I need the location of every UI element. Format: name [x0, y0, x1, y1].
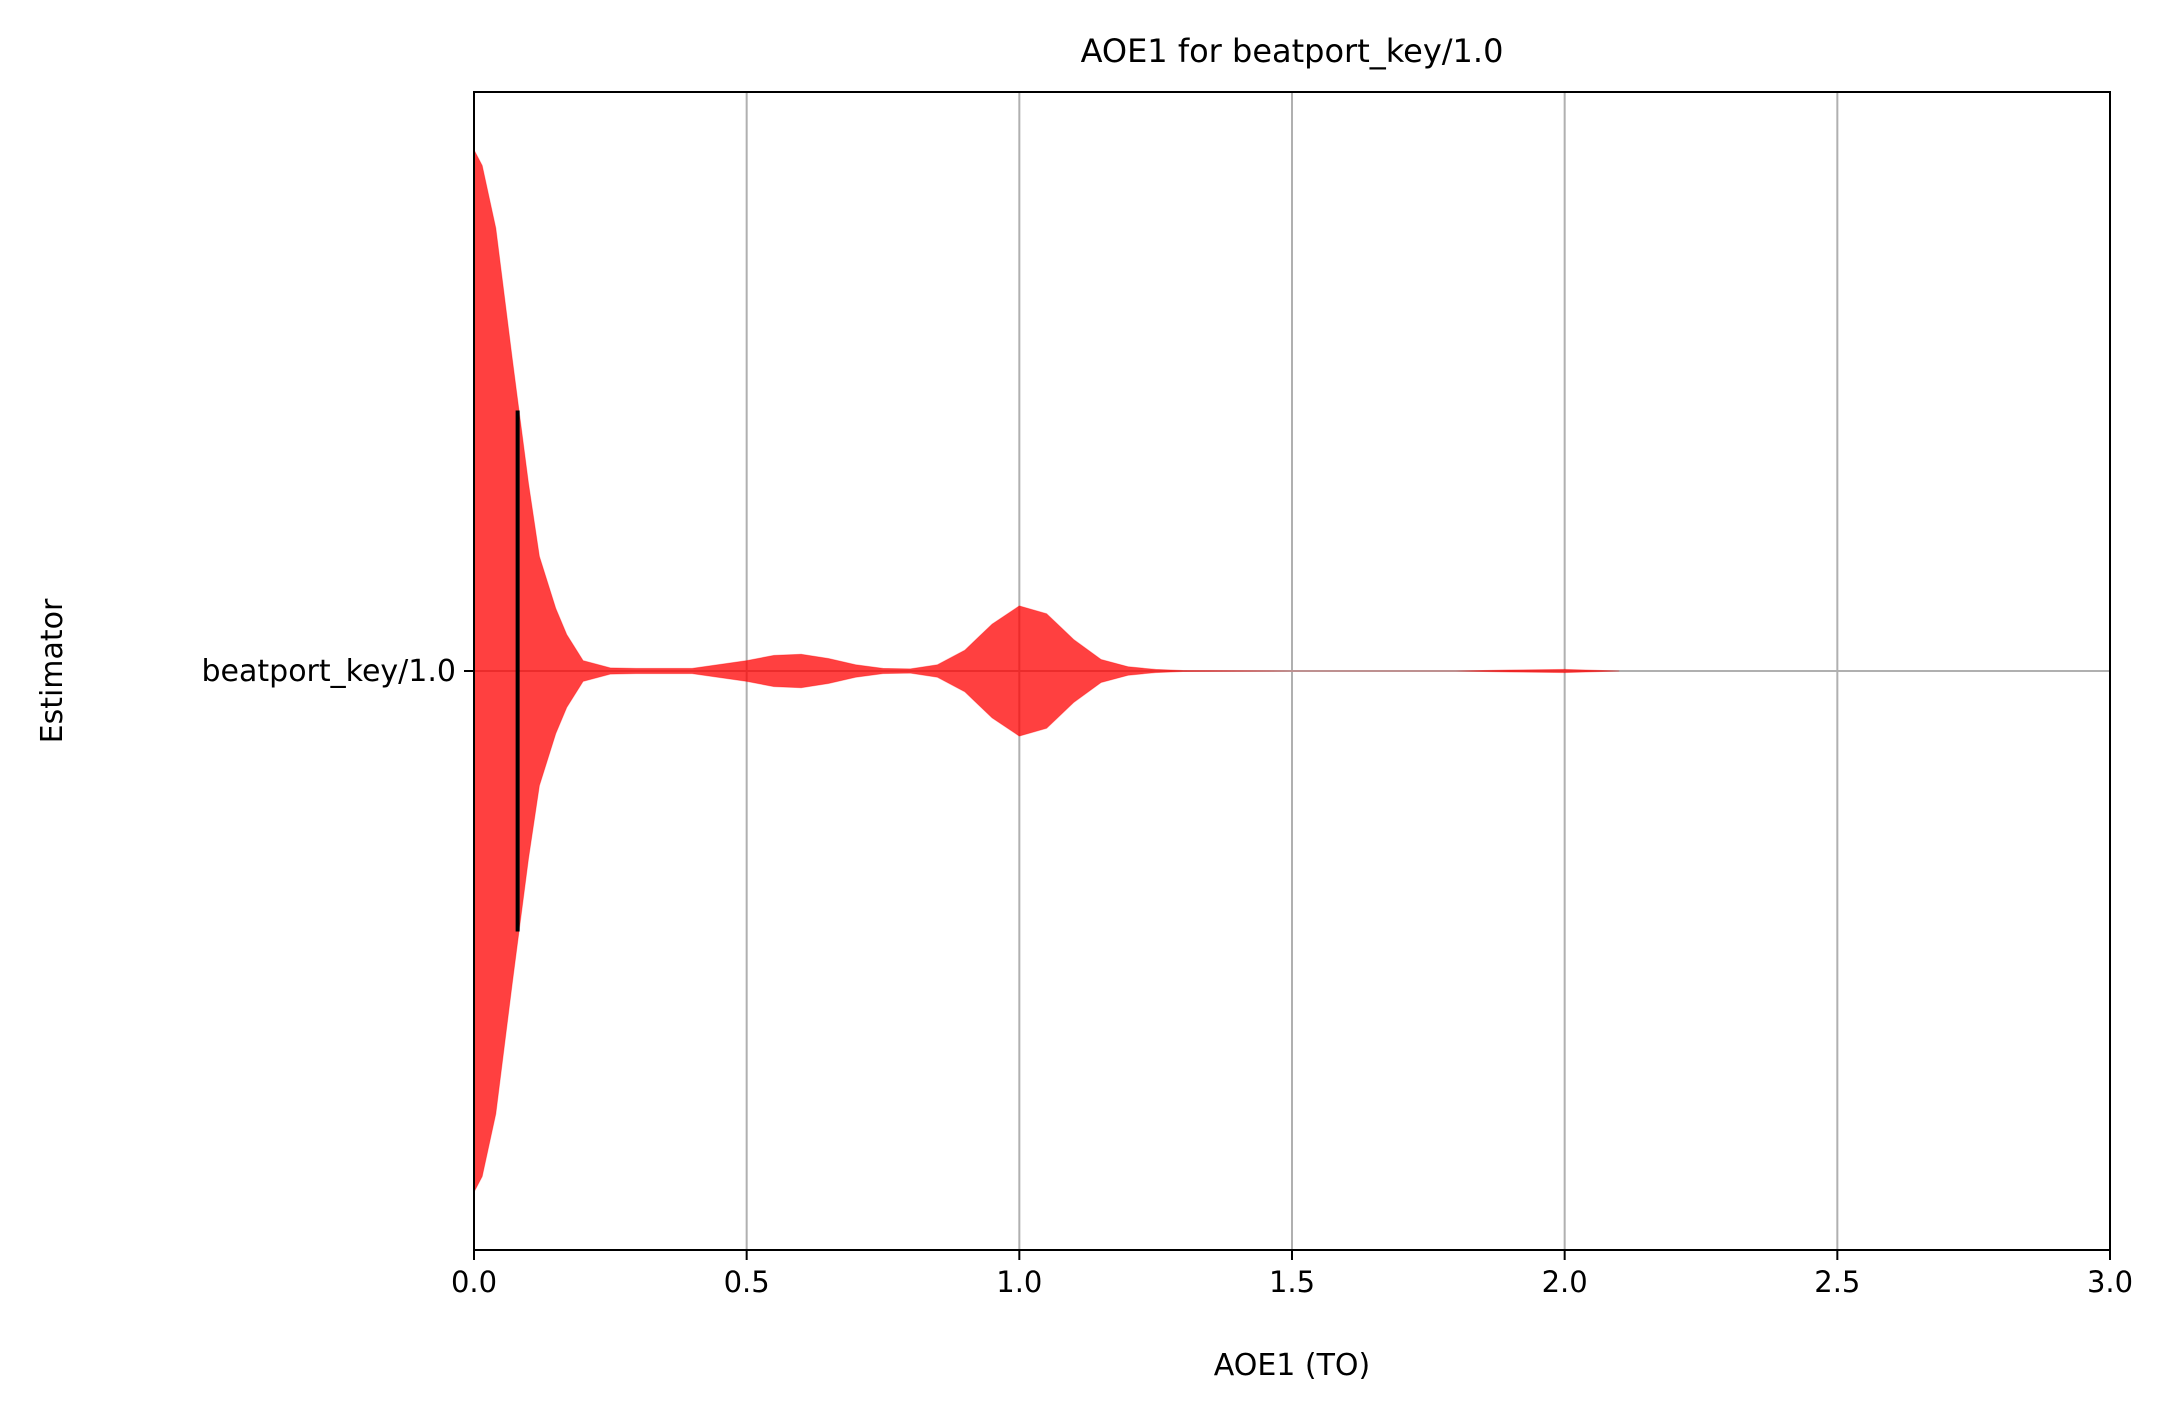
x-tick-label: 1.5: [1269, 1265, 1315, 1299]
x-tick-label: 1.0: [996, 1265, 1042, 1299]
y-category-label: beatport_key/1.0: [202, 654, 456, 689]
x-tick-label: 3.0: [2087, 1265, 2133, 1299]
x-axis-label: AOE1 (TO): [1214, 1348, 1371, 1383]
y-axis-categories: beatport_key/1.0: [202, 654, 474, 689]
violin-layer: [473, 149, 1620, 1193]
y-axis-label: Estimator: [35, 598, 70, 743]
x-tick-label: 0.5: [724, 1265, 770, 1299]
violin-body: [473, 149, 1620, 1193]
x-tick-label: 2.0: [1542, 1265, 1588, 1299]
chart-title: AOE1 for beatport_key/1.0: [1081, 32, 1504, 70]
x-axis-ticks: 0.0 0.5 1.0 1.5 2.0 2.5 3.0: [451, 1250, 2133, 1299]
x-tick-label: 0.0: [451, 1265, 497, 1299]
x-tick-label: 2.5: [1814, 1265, 1860, 1299]
